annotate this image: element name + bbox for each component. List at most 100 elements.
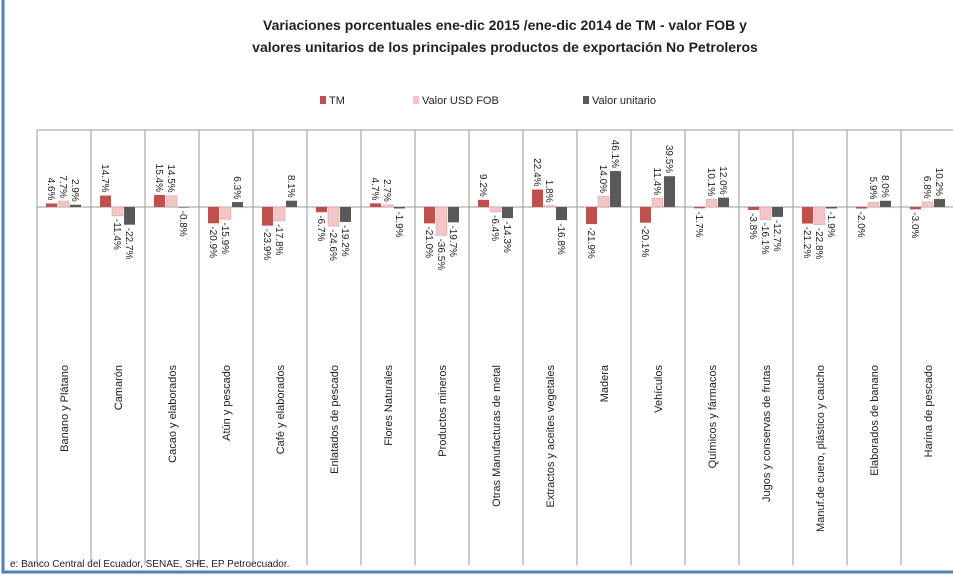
- data-label: 8.0%: [879, 175, 890, 198]
- legend-swatch: [413, 96, 419, 104]
- bar: [219, 206, 232, 220]
- x-tick-label: Químicos y fármacos: [707, 365, 719, 469]
- x-tick-label: Extractos y aceites vegetales: [545, 365, 557, 508]
- bar: [57, 200, 70, 208]
- bar: [543, 205, 556, 208]
- data-label: 6.8%: [921, 176, 932, 199]
- data-label: -17.8%: [273, 224, 284, 256]
- bar: [286, 200, 297, 207]
- data-label: -1.9%: [825, 211, 836, 237]
- data-label: 2.7%: [381, 179, 392, 202]
- bar: [111, 206, 124, 217]
- chart-title: Variaciones porcentuales ene-dic 2015 /e…: [263, 17, 747, 33]
- bar: [640, 207, 651, 223]
- data-label: -12.7%: [771, 220, 782, 252]
- data-label: -22.7%: [123, 228, 134, 260]
- bar: [340, 207, 351, 222]
- bar: [502, 207, 513, 219]
- data-label: 4.6%: [45, 178, 56, 201]
- data-label: -0.8%: [177, 211, 188, 237]
- bar: [424, 207, 435, 224]
- x-tick-label: Café y elaborados: [275, 365, 287, 455]
- data-label: 11.4%: [651, 167, 662, 195]
- data-label: -21.2%: [801, 227, 812, 259]
- data-label: 6.3%: [231, 176, 242, 199]
- bar: [46, 203, 57, 207]
- bar: [705, 198, 718, 208]
- x-tick-label: Camarón: [113, 365, 125, 410]
- bar: [867, 202, 880, 208]
- x-tick-label: Jugos y conservas de frutas: [761, 365, 773, 502]
- x-tick-label: Cacao y elaborados: [167, 365, 179, 463]
- data-label: -20.1%: [639, 226, 650, 258]
- data-label: 4.7%: [369, 178, 380, 201]
- data-label: -3.8%: [747, 213, 758, 239]
- data-label: 1.8%: [543, 180, 554, 203]
- bar: [273, 206, 286, 222]
- bar: [772, 207, 783, 217]
- bar: [100, 195, 111, 207]
- data-label: -14.3%: [501, 221, 512, 253]
- bar: [232, 202, 243, 207]
- data-label: 15.4%: [153, 164, 164, 192]
- bar: [694, 207, 705, 209]
- bar: [910, 207, 921, 210]
- bar: [178, 207, 189, 208]
- bar: [802, 207, 813, 224]
- data-label: -22.8%: [813, 228, 824, 260]
- x-tick-label: Manuf.de cuero, plástico y caucho: [815, 365, 827, 532]
- data-label: 46.1%: [609, 140, 620, 168]
- bar: [165, 195, 178, 208]
- bar: [597, 195, 610, 208]
- legend-label: Valor unitario: [592, 95, 656, 107]
- x-tick-label: Vehículos: [653, 365, 665, 413]
- bar: [370, 203, 381, 207]
- data-label: -16.1%: [759, 223, 770, 255]
- legend-label: Valor USD FOB: [422, 95, 499, 107]
- source: e: Banco Central del Ecuador, SENAE, SHE…: [10, 559, 289, 570]
- data-label: -6.7%: [315, 215, 326, 241]
- bar: [934, 199, 945, 207]
- data-label: -21.9%: [585, 227, 596, 259]
- x-tick-label: Productos mineros: [437, 365, 449, 457]
- data-label: -1.7%: [693, 211, 704, 237]
- bar: [154, 194, 165, 207]
- data-label: 8.1%: [285, 175, 296, 198]
- data-label: -16.8%: [555, 223, 566, 255]
- data-label: -15.9%: [219, 222, 230, 254]
- data-label: -21.0%: [423, 226, 434, 258]
- bar: [718, 197, 729, 207]
- bar: [759, 206, 772, 220]
- legend-label: TM: [329, 95, 345, 107]
- bar: [381, 204, 394, 208]
- x-tick-label: Enlatados de pescado: [329, 365, 341, 474]
- bar: [813, 206, 826, 226]
- bar: [262, 207, 273, 226]
- data-label: 14.5%: [165, 164, 176, 192]
- data-label: -3.0%: [909, 212, 920, 238]
- data-label: 22.4%: [531, 158, 542, 186]
- bar: [748, 207, 759, 210]
- x-tick-label: Flores Naturales: [383, 365, 395, 446]
- data-label: 2.9%: [69, 179, 80, 202]
- data-label: 14.7%: [99, 164, 110, 192]
- data-label: 14.0%: [597, 165, 608, 193]
- data-label: -24.6%: [327, 229, 338, 261]
- bar: [880, 200, 891, 207]
- data-label: -19.2%: [339, 225, 350, 257]
- bar: [856, 207, 867, 209]
- bar: [921, 201, 934, 208]
- data-label: 5.9%: [867, 177, 878, 200]
- bar: [327, 206, 340, 227]
- x-tick-label: Atún y pescado: [221, 365, 233, 441]
- x-tick-label: Harina de pescado: [923, 365, 935, 457]
- data-label: -20.9%: [207, 226, 218, 258]
- bar: [826, 207, 837, 209]
- bar: [586, 207, 597, 225]
- legend-swatch: [320, 96, 326, 104]
- bar: [435, 206, 448, 236]
- bar: [664, 176, 675, 207]
- x-tick-label: Madera: [599, 364, 611, 402]
